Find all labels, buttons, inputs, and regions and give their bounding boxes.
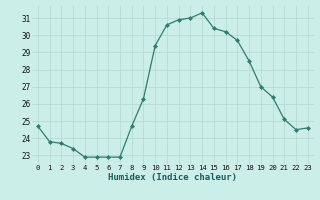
X-axis label: Humidex (Indice chaleur): Humidex (Indice chaleur) bbox=[108, 173, 237, 182]
